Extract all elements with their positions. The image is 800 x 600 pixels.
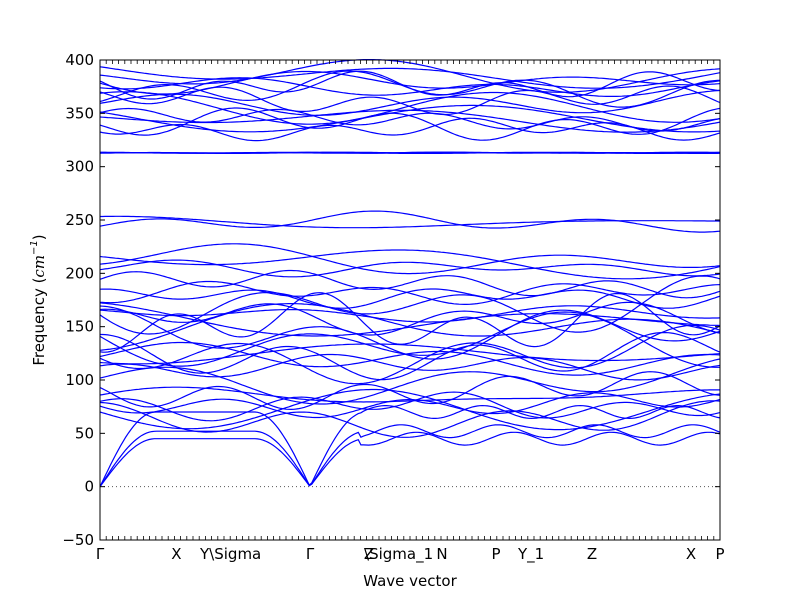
y-axis-label-text: Frequency ( [30, 278, 48, 366]
y-axis-label-close: ) [30, 234, 48, 240]
optical-band [99, 249, 721, 280]
optical-band [99, 341, 721, 376]
y-tick-label: −50 [62, 531, 94, 549]
optical-band [99, 371, 721, 411]
optical-band [99, 275, 721, 335]
optical-band [99, 91, 721, 125]
optical-band [99, 305, 721, 360]
optical-band [99, 89, 721, 116]
optical-band [99, 259, 721, 278]
optical-band [99, 243, 721, 275]
optical-band [99, 388, 721, 431]
x-tick-label: X [686, 545, 696, 563]
optical-band [99, 288, 721, 309]
y-tick-label: 100 [65, 371, 94, 389]
acoustic-band [99, 431, 721, 488]
x-tick-label: Y\Sigma [199, 545, 261, 563]
optical-band [99, 358, 721, 405]
optical-band [99, 109, 721, 133]
y-tick-label: 50 [75, 424, 94, 442]
y-axis-label: Frequency (cm−1) [29, 234, 48, 365]
optical-band [99, 391, 721, 422]
x-tick-label: Z [364, 545, 374, 563]
optical-band [99, 117, 721, 142]
optical-band [99, 66, 721, 89]
acoustic-band [99, 404, 721, 487]
optical-band [99, 400, 721, 438]
optical-band [99, 302, 721, 337]
optical-band [99, 210, 721, 233]
y-tick-label: 400 [65, 51, 94, 69]
y-axis-label-exponent: −1 [29, 240, 40, 255]
band-lines [99, 59, 721, 488]
y-axis-ticks: −50 0 50 100 150 200 250 300 350 400 [62, 51, 720, 549]
y-tick-label: 350 [65, 104, 94, 122]
x-tick-label: Γ [96, 545, 105, 563]
optical-band [100, 151, 720, 154]
y-tick-label: 0 [84, 478, 94, 496]
x-axis-label: Wave vector [363, 572, 457, 590]
optical-band [99, 353, 721, 381]
x-tick-label: P [715, 545, 724, 563]
y-tick-label: 200 [65, 264, 94, 282]
x-tick-label: N [436, 545, 447, 563]
optical-band [100, 331, 721, 381]
x-tick-label: Γ [306, 545, 315, 563]
optical-band [99, 280, 721, 305]
x-tick-label: \Sigma_1 [364, 545, 433, 564]
x-tick-label: X [171, 545, 181, 563]
optical-band [99, 324, 721, 385]
x-axis-ticks: Γ X Y\Sigma Γ Z\Sigma_1 N P Y_1 Z X P [96, 60, 725, 564]
optical-band [99, 77, 721, 97]
x-tick-label: Y_1 [517, 545, 544, 564]
optical-band [99, 311, 720, 368]
optical-band [99, 301, 721, 336]
optical-band [99, 386, 720, 403]
y-tick-label: 300 [65, 158, 94, 176]
x-tick-label: P [491, 545, 500, 563]
optical-band [99, 343, 721, 365]
y-tick-label: 250 [65, 211, 94, 229]
y-axis-label-unit: cm [30, 255, 48, 278]
x-tick-label: Z [587, 545, 597, 563]
optical-band [99, 107, 721, 141]
optical-band [99, 70, 721, 95]
y-tick-label: 150 [65, 318, 94, 336]
optical-band [99, 269, 721, 299]
